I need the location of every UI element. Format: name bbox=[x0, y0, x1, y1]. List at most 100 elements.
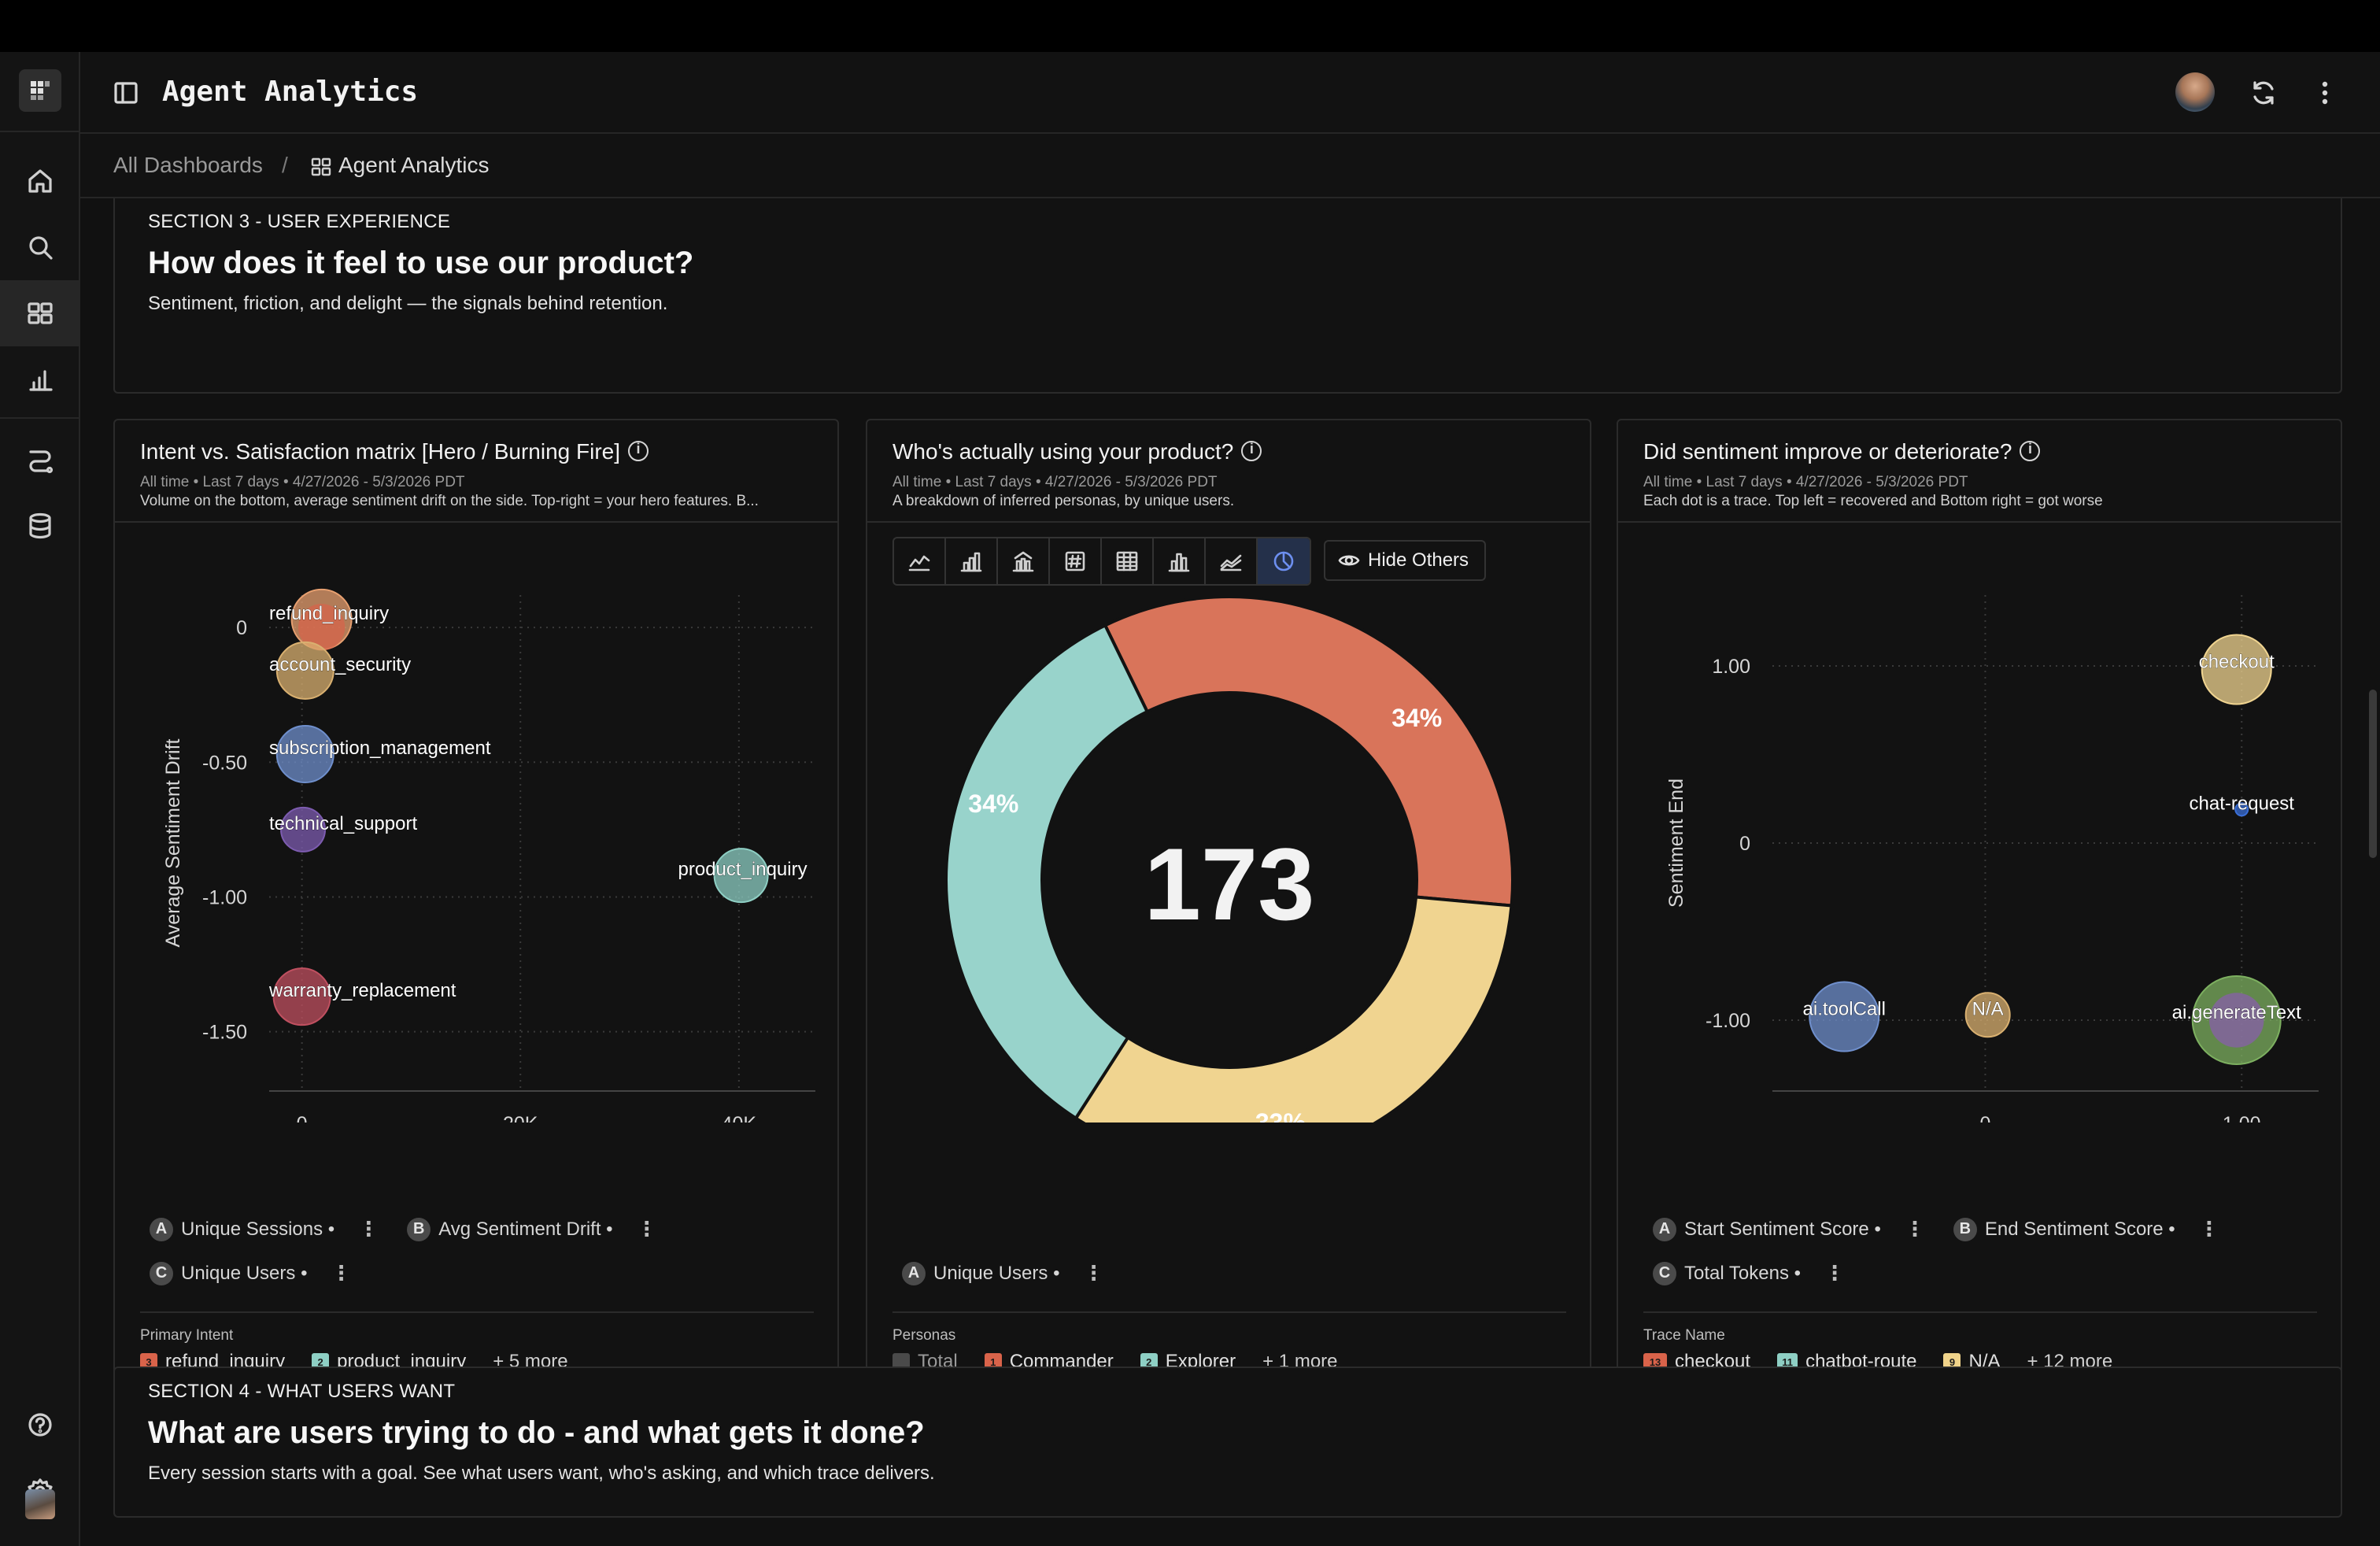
charts-nav[interactable] bbox=[0, 346, 80, 412]
profile-avatar[interactable] bbox=[2175, 72, 2215, 112]
color-swatch: 11 bbox=[1777, 1353, 1798, 1370]
help-nav[interactable] bbox=[0, 1392, 80, 1458]
color-swatch bbox=[893, 1353, 910, 1370]
data-label-account_security: account_security bbox=[269, 654, 411, 675]
bubble-N/A bbox=[1964, 992, 2011, 1038]
stacked-bar-button[interactable] bbox=[998, 538, 1050, 584]
legend-badge: A bbox=[902, 1261, 926, 1285]
more-options-icon[interactable] bbox=[2309, 77, 2341, 109]
hide-others-label: Hide Others bbox=[1368, 549, 1469, 571]
legend-menu-icon[interactable]: ⋮ bbox=[2198, 1217, 2219, 1241]
x-tick-label: 0 bbox=[1979, 1113, 1990, 1123]
legend-menu-icon[interactable]: ⋮ bbox=[1083, 1261, 1104, 1285]
dashboards-nav[interactable] bbox=[0, 280, 80, 346]
home-nav[interactable] bbox=[0, 148, 80, 214]
section-subtitle: Sentiment, friction, and delight — the s… bbox=[148, 293, 668, 314]
pie-chart-button[interactable] bbox=[1258, 538, 1310, 584]
breadcrumb-current[interactable]: Agent Analytics bbox=[338, 153, 490, 177]
legend-label[interactable]: Start Sentiment Score • bbox=[1684, 1218, 1881, 1240]
data-label-checkout: checkout bbox=[2199, 652, 2275, 673]
info-icon[interactable] bbox=[1241, 441, 1262, 461]
card-title[interactable]: Did sentiment improve or deteriorate? bbox=[1643, 439, 2041, 464]
slice-label: 34% bbox=[1391, 704, 1442, 732]
rail-divider bbox=[0, 417, 80, 419]
legend-badge: A bbox=[150, 1217, 173, 1241]
y-tick-label: -1.00 bbox=[1706, 1010, 1750, 1032]
section-kicker: SECTION 3 - USER EXPERIENCE bbox=[148, 211, 451, 232]
pie-chart-icon bbox=[1273, 551, 1294, 571]
card-time-range: All time • Last 7 days • 4/27/2026 - 5/3… bbox=[1643, 474, 1968, 490]
legend-label[interactable]: Unique Users • bbox=[933, 1262, 1060, 1284]
legend-menu-icon[interactable]: ⋮ bbox=[1824, 1261, 1846, 1285]
y-tick-label: 0 bbox=[236, 617, 247, 639]
bar-chart-button[interactable] bbox=[946, 538, 998, 584]
route-icon bbox=[29, 450, 54, 474]
legend-label[interactable]: Total Tokens • bbox=[1684, 1262, 1802, 1284]
page-title: Agent Analytics bbox=[162, 76, 419, 108]
legend-label[interactable]: End Sentiment Score • bbox=[1984, 1218, 2175, 1240]
legend-menu-icon[interactable]: ⋮ bbox=[358, 1217, 379, 1241]
bar-chart-icon bbox=[29, 370, 53, 391]
slice-label: 34% bbox=[968, 790, 1018, 818]
metric-legend: A Unique Users • ⋮ bbox=[902, 1261, 1103, 1285]
search-nav[interactable] bbox=[0, 214, 80, 280]
section-heading: How does it feel to use our product? bbox=[148, 246, 694, 280]
legend-menu-icon[interactable]: ⋮ bbox=[636, 1217, 657, 1241]
info-icon[interactable] bbox=[2020, 441, 2041, 461]
x-tick-label: 0 bbox=[297, 1113, 308, 1123]
data-label-ai.toolCall: ai.toolCall bbox=[1803, 999, 1886, 1020]
donut-chart[interactable]: 34% 33% 34% 173 bbox=[867, 524, 1590, 1123]
chart-type-toolbar: Hide Others bbox=[893, 537, 1487, 586]
bubble-subscription_management bbox=[275, 725, 334, 784]
bubble-inner-ai.generateText bbox=[2209, 993, 2264, 1048]
breadcrumb-all-dashboards[interactable]: All Dashboards bbox=[113, 153, 263, 177]
y-tick-label: -1.50 bbox=[202, 1022, 247, 1044]
bubble-chart[interactable]: 020K40K0-0.50-1.00-1.50Unique SessionsAv… bbox=[115, 524, 837, 1123]
legend-label[interactable]: Unique Users • bbox=[181, 1262, 308, 1284]
table-button[interactable] bbox=[1102, 538, 1154, 584]
refresh-icon[interactable] bbox=[2248, 77, 2279, 109]
data-nav[interactable] bbox=[0, 493, 80, 559]
hide-others-button[interactable]: Hide Others bbox=[1324, 540, 1487, 581]
color-swatch: 9 bbox=[1943, 1353, 1961, 1370]
bar-chart-icon bbox=[960, 552, 982, 572]
data-label-chat-request: chat-request bbox=[2190, 793, 2295, 814]
section-4-header: SECTION 4 - WHAT USERS WANT What are use… bbox=[113, 1367, 2342, 1518]
eye-icon bbox=[1338, 555, 1360, 566]
database-icon bbox=[29, 512, 51, 539]
divider bbox=[893, 1311, 1566, 1313]
slice-label: 33% bbox=[1255, 1108, 1306, 1123]
area-chart-icon bbox=[1220, 554, 1242, 571]
app-window: Agent Analytics All Dashboards / Agent A… bbox=[0, 52, 2380, 1546]
histogram-button[interactable] bbox=[1154, 538, 1206, 584]
x-tick-label: 40K bbox=[722, 1113, 757, 1123]
app-logo-icon[interactable] bbox=[19, 69, 61, 112]
sidebar-toggle-icon[interactable] bbox=[113, 80, 139, 105]
help-icon bbox=[28, 1413, 52, 1437]
legend-menu-icon[interactable]: ⋮ bbox=[331, 1261, 352, 1285]
card-title[interactable]: Intent vs. Satisfaction matrix [Hero / B… bbox=[140, 439, 649, 464]
dimension-label: Trace Name bbox=[1643, 1327, 1725, 1344]
data-label-ai.generateText: ai.generateText bbox=[2172, 1002, 2301, 1023]
card-title[interactable]: Who's actually using your product? bbox=[893, 439, 1262, 464]
left-rail bbox=[0, 52, 80, 1546]
legend-label[interactable]: Avg Sentiment Drift • bbox=[438, 1218, 613, 1240]
line-chart-button[interactable] bbox=[894, 538, 946, 584]
page-scrollbar[interactable] bbox=[2369, 690, 2377, 858]
user-avatar[interactable] bbox=[25, 1489, 55, 1519]
card-description: Volume on the bottom, average sentiment … bbox=[140, 493, 759, 509]
area-chart-button[interactable] bbox=[1206, 538, 1258, 584]
traces-nav[interactable] bbox=[0, 427, 80, 493]
color-swatch: 2 bbox=[312, 1353, 330, 1370]
section-kicker: SECTION 4 - WHAT USERS WANT bbox=[148, 1381, 456, 1402]
grid-logo-icon bbox=[31, 81, 50, 100]
card-header: Who's actually using your product? All t… bbox=[867, 420, 1590, 523]
number-button[interactable] bbox=[1050, 538, 1102, 584]
legend-menu-icon[interactable]: ⋮ bbox=[1904, 1217, 1925, 1241]
card-time-range: All time • Last 7 days • 4/27/2026 - 5/3… bbox=[893, 474, 1218, 490]
legend-label[interactable]: Unique Sessions • bbox=[181, 1218, 335, 1240]
metric-legend: A Unique Sessions • ⋮ B Avg Sentiment Dr… bbox=[150, 1217, 657, 1241]
info-icon[interactable] bbox=[628, 441, 649, 461]
card-description: A breakdown of inferred personas, by uni… bbox=[893, 493, 1235, 509]
